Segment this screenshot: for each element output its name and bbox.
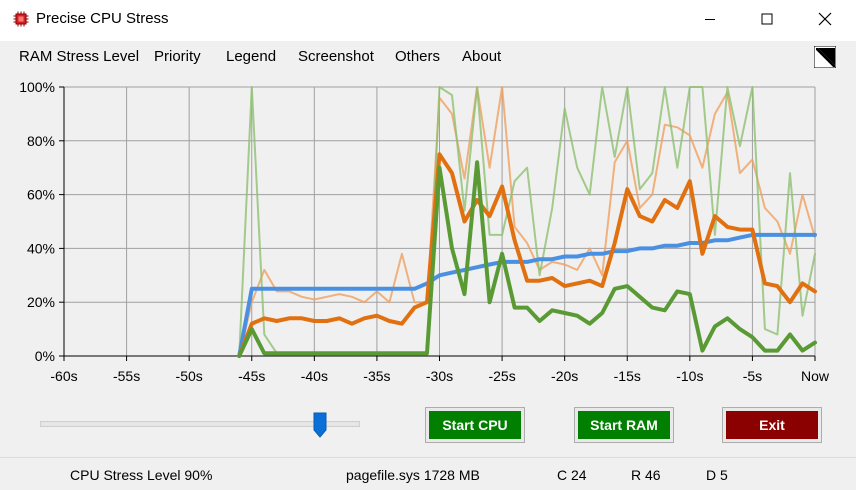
series-line-2 bbox=[237, 160, 817, 358]
menu-screenshot[interactable]: Screenshot bbox=[298, 48, 374, 65]
series-line-4 bbox=[238, 86, 816, 357]
menu-priority[interactable]: Priority bbox=[154, 48, 201, 65]
menu-others[interactable]: Others bbox=[395, 48, 441, 65]
x-tick-label: -45s bbox=[238, 368, 265, 384]
d-status: D 5 bbox=[706, 467, 728, 483]
minimize-button[interactable] bbox=[682, 0, 738, 38]
x-tick-label: -40s bbox=[301, 368, 328, 384]
window-title: Precise CPU Stress bbox=[36, 10, 169, 27]
title-bar: Precise CPU Stress bbox=[0, 0, 856, 38]
x-tick-label: -35s bbox=[363, 368, 390, 384]
x-tick-label: Now bbox=[801, 368, 830, 384]
exit-button[interactable]: Exit bbox=[722, 407, 822, 443]
y-tick-label: 20% bbox=[27, 294, 55, 310]
menu-about[interactable]: About bbox=[462, 48, 502, 65]
close-button[interactable] bbox=[797, 0, 853, 38]
x-tick-label: -30s bbox=[426, 368, 453, 384]
cpu-chip-icon bbox=[13, 11, 29, 27]
series-line-0 bbox=[237, 232, 817, 358]
y-tick-label: 0% bbox=[35, 348, 55, 364]
x-tick-label: -10s bbox=[676, 368, 703, 384]
controls-panel: Start CPU Start RAM Exit bbox=[0, 391, 856, 457]
theme-toggle-icon[interactable] bbox=[814, 46, 836, 68]
x-tick-label: -60s bbox=[50, 368, 77, 384]
menu-bar: RAM Stress Level Priority Legend Screens… bbox=[0, 41, 856, 71]
c-status: C 24 bbox=[557, 467, 587, 483]
menu-legend[interactable]: Legend bbox=[226, 48, 277, 65]
x-tick-label: -25s bbox=[488, 368, 515, 384]
pagefile-status: pagefile.sys 1728 MB bbox=[346, 467, 480, 483]
exit-label: Exit bbox=[726, 411, 818, 439]
series-line-1 bbox=[237, 152, 817, 358]
series-line-3 bbox=[238, 86, 816, 357]
stress-level-slider[interactable] bbox=[40, 421, 360, 427]
y-tick-label: 100% bbox=[19, 79, 55, 95]
x-tick-label: -20s bbox=[551, 368, 578, 384]
x-tick-label: -55s bbox=[113, 368, 140, 384]
cpu-stress-level-status: CPU Stress Level 90% bbox=[70, 467, 213, 483]
x-tick-label: -5s bbox=[743, 368, 762, 384]
x-tick-label: -50s bbox=[176, 368, 203, 384]
y-tick-label: 80% bbox=[27, 133, 55, 149]
y-tick-label: 60% bbox=[27, 187, 55, 203]
chart-canvas: -60s -55s -50s -45s -40s -35s -30s -25s -20s -15s… bbox=[19, 79, 830, 384]
r-status: R 46 bbox=[631, 467, 661, 483]
start-ram-label: Start RAM bbox=[578, 411, 670, 439]
minimize-icon bbox=[705, 19, 715, 20]
start-cpu-button[interactable]: Start CPU bbox=[425, 407, 525, 443]
close-icon bbox=[818, 12, 832, 26]
cpu-ram-chart: -60s -55s -50s -45s -40s -35s -30s -25s -20s -15s… bbox=[0, 71, 856, 391]
maximize-button[interactable] bbox=[739, 0, 795, 38]
start-cpu-label: Start CPU bbox=[429, 411, 521, 439]
maximize-icon bbox=[761, 13, 773, 25]
slider-thumb[interactable] bbox=[313, 412, 327, 438]
y-tick-label: 40% bbox=[27, 240, 55, 256]
status-bar: CPU Stress Level 90% pagefile.sys 1728 M… bbox=[0, 457, 856, 490]
start-ram-button[interactable]: Start RAM bbox=[574, 407, 674, 443]
x-tick-label: -15s bbox=[614, 368, 641, 384]
menu-ram-stress-level[interactable]: RAM Stress Level bbox=[19, 48, 140, 65]
